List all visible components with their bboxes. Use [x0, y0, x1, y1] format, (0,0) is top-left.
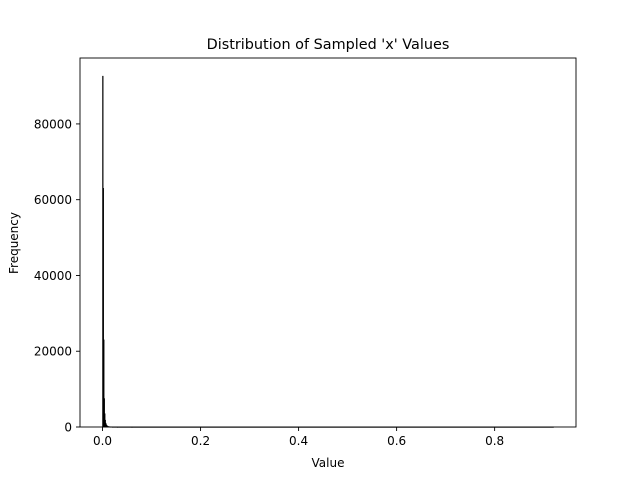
x-axis-ticks: 0.0 0.2 0.4 0.6 0.8 — [93, 427, 504, 448]
x-tick-label: 0.0 — [93, 434, 112, 448]
x-tick-label: 0.2 — [191, 434, 210, 448]
x-tick-label: 0.8 — [485, 434, 504, 448]
x-tick-label: 0.4 — [289, 434, 308, 448]
y-tick-label: 60000 — [34, 193, 72, 207]
y-tick-label: 20000 — [34, 345, 72, 359]
histogram-bars — [102, 75, 554, 428]
y-tick-label: 40000 — [34, 269, 72, 283]
x-axis-label: Value — [312, 456, 345, 470]
y-axis-ticks: 0 20000 40000 60000 80000 — [34, 117, 80, 435]
x-tick-label: 0.6 — [387, 434, 406, 448]
y-tick-label: 0 — [64, 421, 72, 435]
chart-title: Distribution of Sampled 'x' Values — [207, 37, 450, 53]
y-tick-label: 80000 — [34, 117, 72, 131]
plot-frame — [79, 57, 577, 428]
y-axis-label: Frequency — [7, 212, 21, 274]
